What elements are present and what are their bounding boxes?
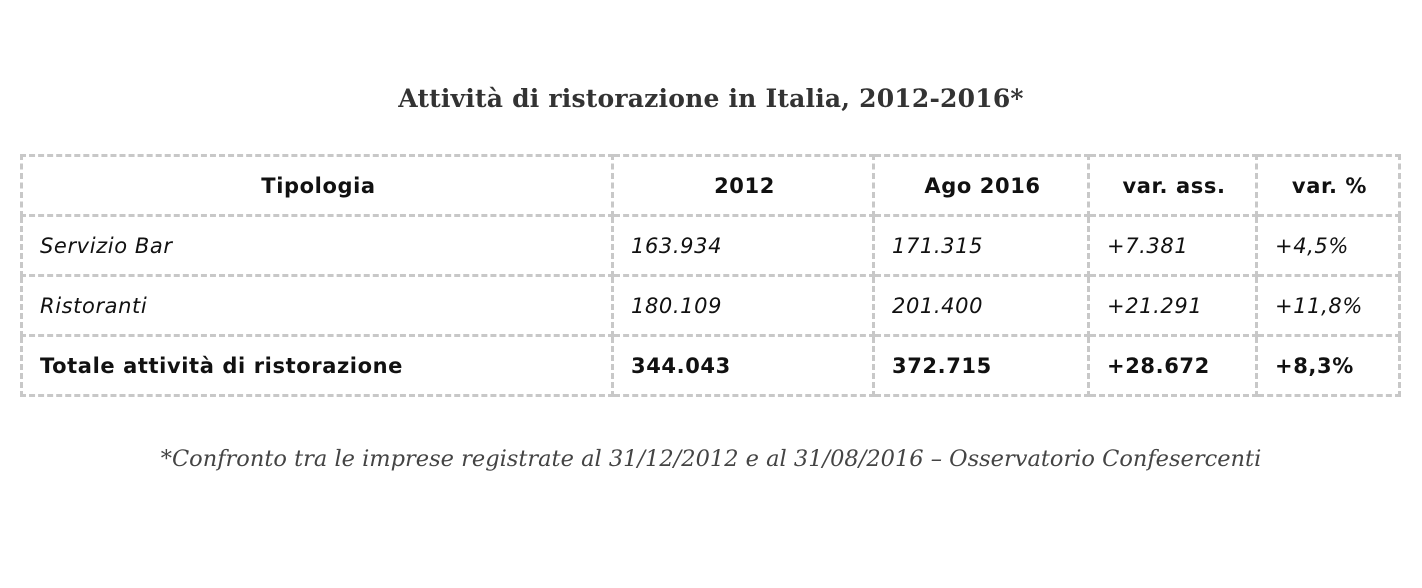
cell-2012: 180.109: [611, 274, 875, 337]
table-total-row: Totale attività di ristorazione 344.043 …: [20, 334, 1401, 397]
total-var-ass: +28.672: [1087, 334, 1258, 397]
table-row: Servizio Bar 163.934 171.315 +7.381 +4,5…: [20, 214, 1401, 277]
header-2012: 2012: [611, 154, 875, 217]
cell-tipologia: Servizio Bar: [20, 214, 614, 277]
header-tipologia: Tipologia: [20, 154, 614, 217]
header-var-ass: var. ass.: [1087, 154, 1258, 217]
cell-tipologia: Ristoranti: [20, 274, 614, 337]
cell-ago-2016: 171.315: [872, 214, 1090, 277]
cell-var-pct: +11,8%: [1255, 274, 1401, 337]
cell-ago-2016: 201.400: [872, 274, 1090, 337]
table-row: Ristoranti 180.109 201.400 +21.291 +11,8…: [20, 274, 1401, 337]
table-header-row: Tipologia 2012 Ago 2016 var. ass. var. %: [20, 154, 1401, 217]
total-label: Totale attività di ristorazione: [20, 334, 614, 397]
total-var-pct: +8,3%: [1255, 334, 1401, 397]
footnote: *Confronto tra le imprese registrate al …: [160, 446, 1262, 472]
header-var-pct: var. %: [1255, 154, 1401, 217]
data-table: Tipologia 2012 Ago 2016 var. ass. var. %…: [20, 154, 1401, 397]
total-ago-2016: 372.715: [872, 334, 1090, 397]
cell-var-ass: +7.381: [1087, 214, 1258, 277]
total-2012: 344.043: [611, 334, 875, 397]
cell-2012: 163.934: [611, 214, 875, 277]
table-container: Tipologia 2012 Ago 2016 var. ass. var. %…: [20, 154, 1401, 397]
cell-var-ass: +21.291: [1087, 274, 1258, 337]
cell-var-pct: +4,5%: [1255, 214, 1401, 277]
page-title: Attività di ristorazione in Italia, 2012…: [398, 84, 1024, 113]
header-ago-2016: Ago 2016: [872, 154, 1090, 217]
